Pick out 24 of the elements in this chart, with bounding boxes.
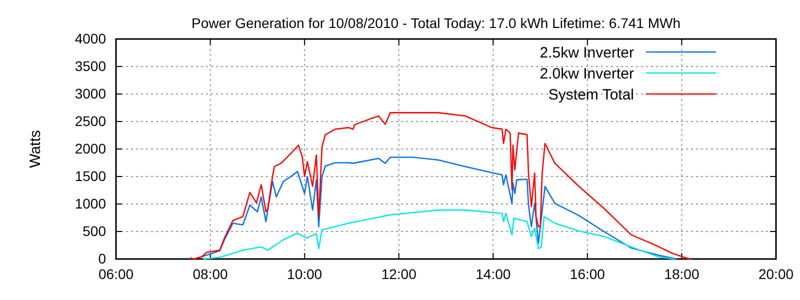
legend-label: System Total <box>548 86 634 104</box>
line-series <box>190 112 692 260</box>
x-tick-label: 12:00 <box>381 266 417 282</box>
x-tick-label: 10:00 <box>287 266 322 282</box>
x-tick-label: 14:00 <box>476 266 511 282</box>
y-tick-label: 500 <box>82 222 106 239</box>
x-tick-label: 16:00 <box>570 266 606 282</box>
y-axis-title: Watts <box>27 130 44 168</box>
y-tick-label: 3000 <box>74 85 106 102</box>
x-tick-label: 06:00 <box>98 266 134 282</box>
x-tick-label: 08:00 <box>192 266 228 282</box>
x-tick-label: 20:00 <box>758 266 794 282</box>
line-series <box>202 209 676 260</box>
y-tick-label: 1000 <box>74 195 106 212</box>
x-tick-label: 18:00 <box>664 266 700 282</box>
y-tick-label: 3500 <box>74 58 106 74</box>
y-tick-label: 2500 <box>74 112 106 129</box>
y-tick-label: 1500 <box>74 168 106 184</box>
legend-label: 2.5kw Inverter <box>540 44 634 62</box>
y-tick-label: 0 <box>98 250 106 266</box>
y-tick-label: 2000 <box>74 140 106 156</box>
legend-label: 2.0kw Inverter <box>540 65 634 82</box>
y-tick-label: 4000 <box>74 30 106 46</box>
chart-title: Power Generation for 10/08/2010 - Total Today: 17.0 kWh Lifetime: 6.741 MWh <box>192 15 680 31</box>
